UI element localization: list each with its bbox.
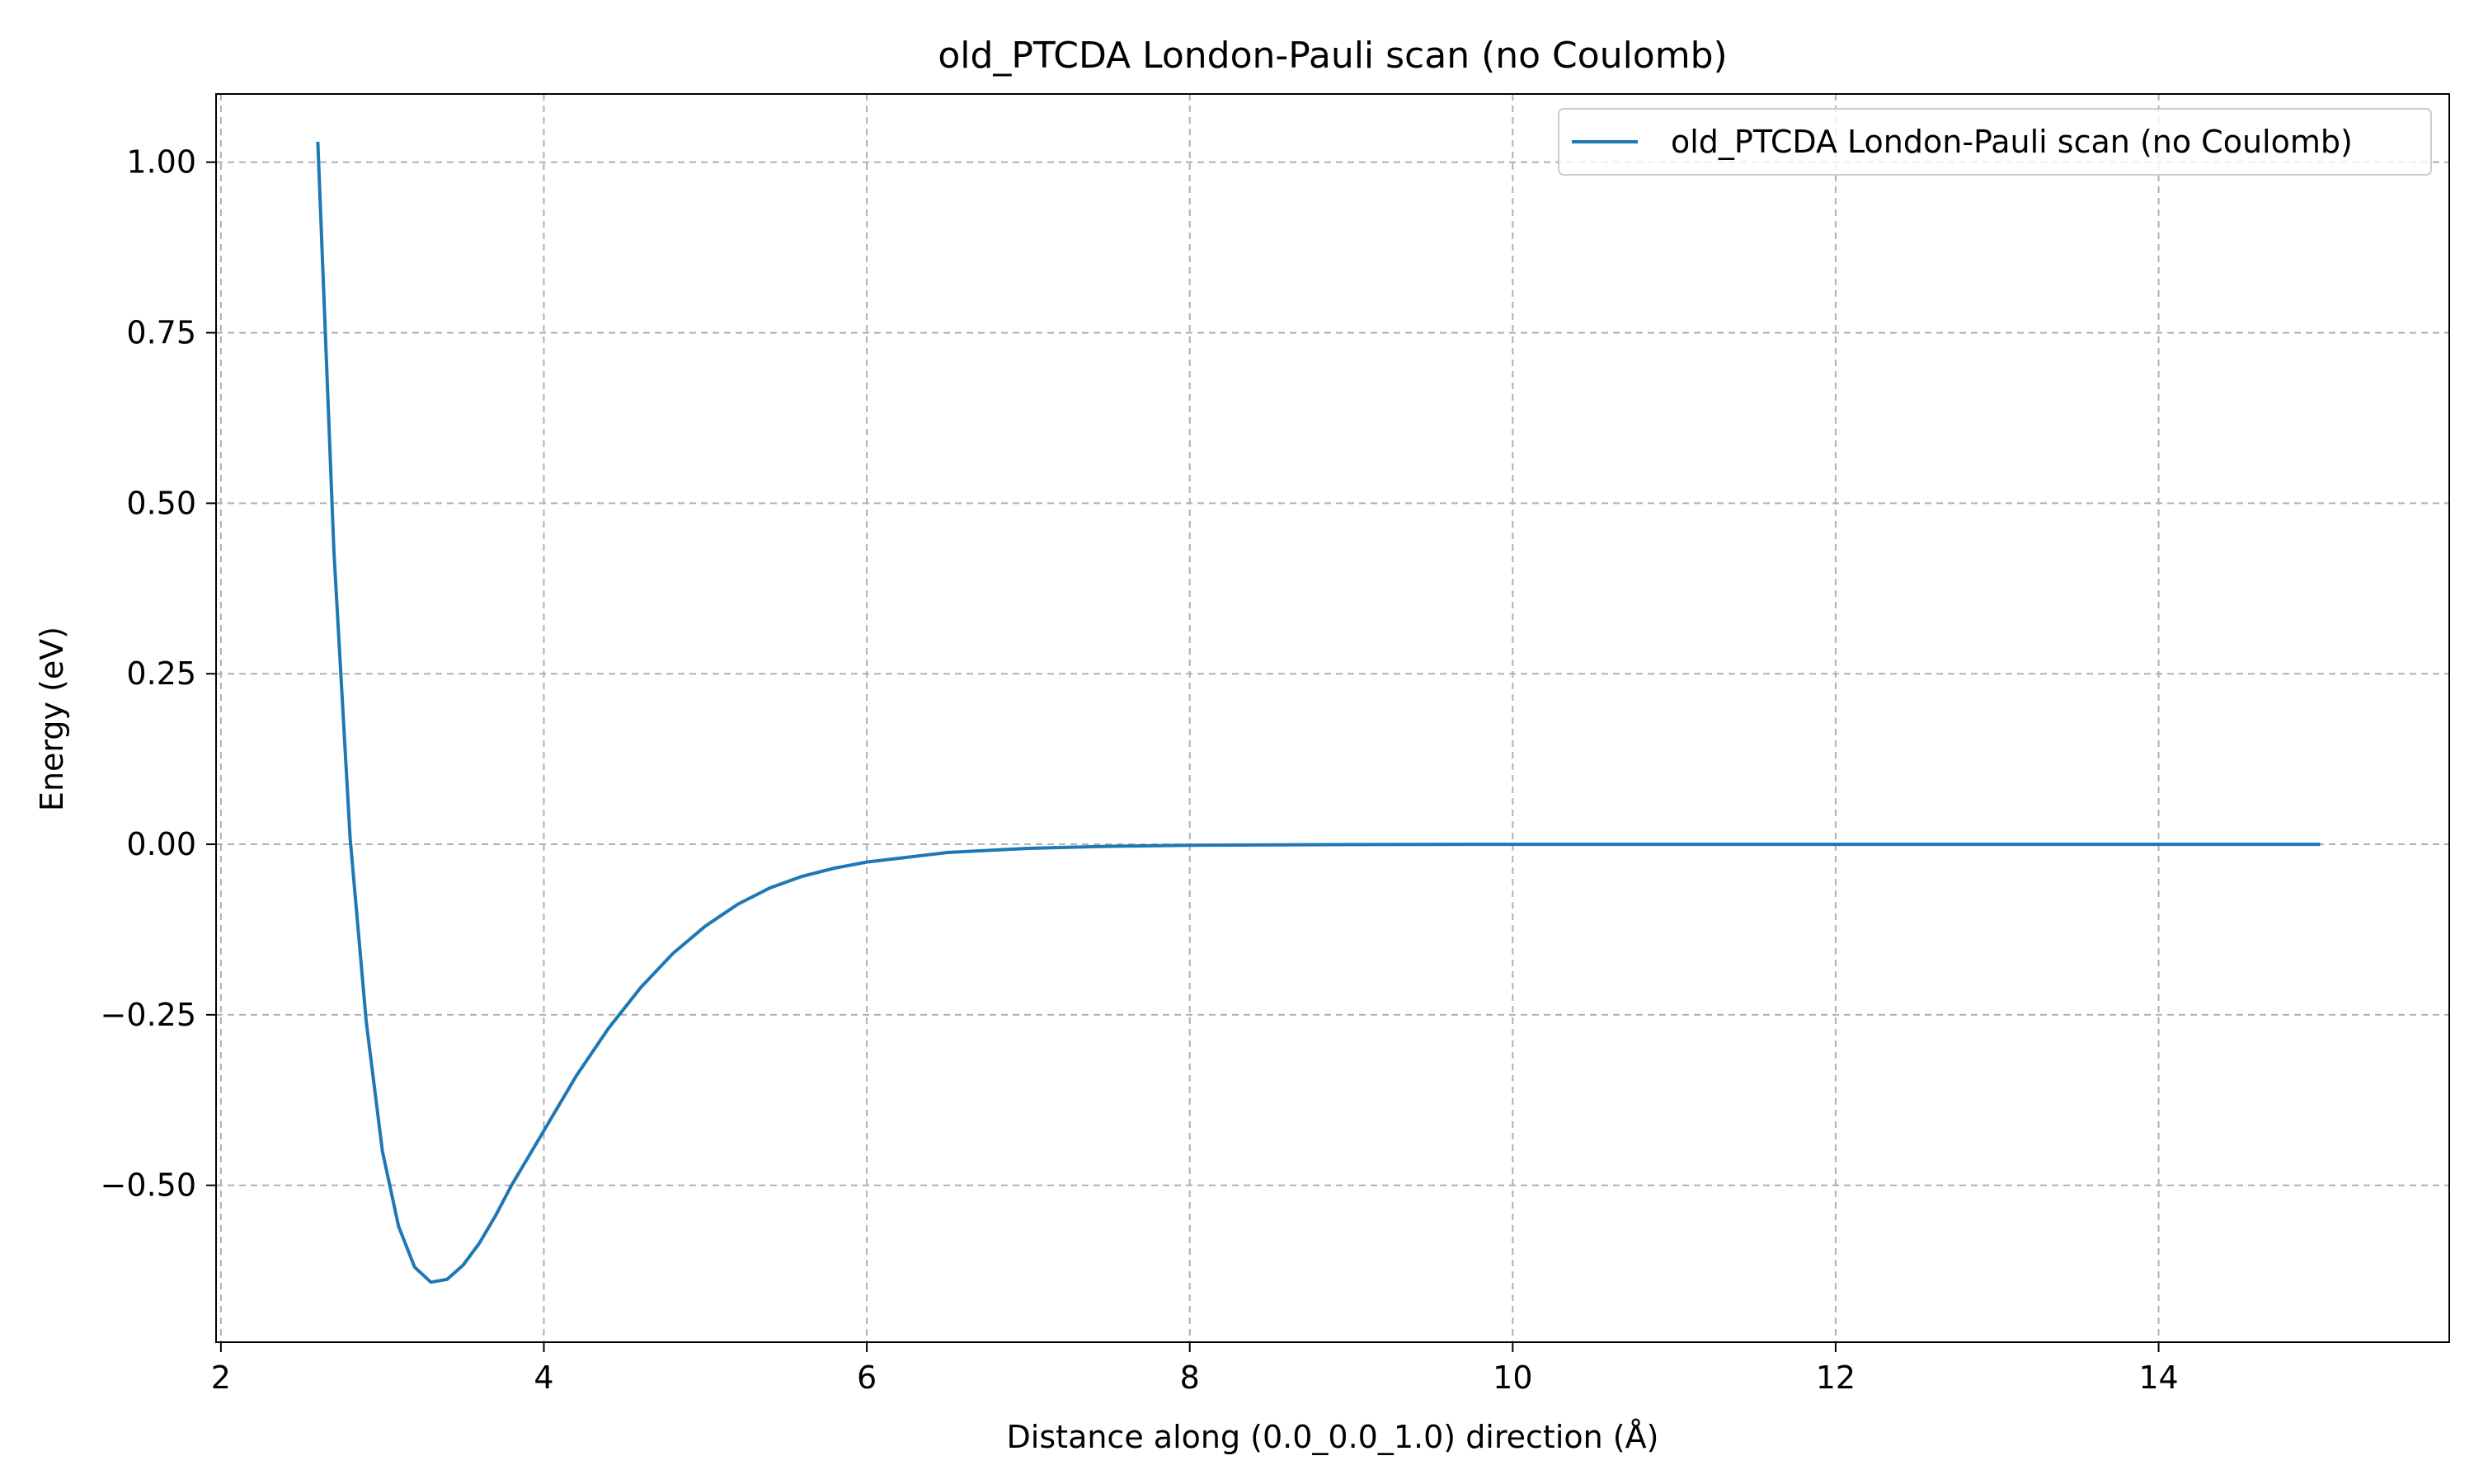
x-tick-label: 4 — [534, 1360, 553, 1396]
x-tick-label: 2 — [211, 1360, 231, 1396]
legend-entry-label: old_PTCDA London-Pauli scan (no Coulomb) — [1671, 124, 2353, 160]
x-tick-label: 10 — [1493, 1360, 1532, 1396]
x-tick-label: 12 — [1816, 1360, 1856, 1396]
plot-lines — [316, 141, 2321, 1284]
axis-ticks: 2 4 6 8 10 12 14 −0.50 −0.25 0.00 0.25 0.50 0.75 1.00 — [101, 144, 2179, 1396]
y-tick-label: 0.75 — [126, 315, 196, 351]
x-axis-label: Distance along (0.0_0.0_1.0) direction (… — [1007, 1419, 1659, 1455]
y-tick-label: 0.00 — [126, 826, 196, 862]
x-tick-label: 8 — [1180, 1360, 1200, 1396]
plot-frame — [215, 93, 2450, 1343]
y-tick-label: 1.00 — [126, 144, 196, 181]
y-tick-label: −0.25 — [101, 997, 196, 1033]
x-tick-label: 6 — [857, 1360, 877, 1396]
y-tick-label: 0.25 — [126, 655, 196, 692]
legend: old_PTCDA London-Pauli scan (no Coulomb) — [1558, 108, 2432, 176]
legend-box — [1558, 108, 2432, 176]
y-tick-label: 0.50 — [126, 485, 196, 521]
y-tick-label: −0.50 — [101, 1167, 196, 1204]
series-line-0 — [316, 141, 2321, 1284]
x-tick-label: 14 — [2138, 1360, 2178, 1396]
y-axis-label: Energy (eV) — [34, 627, 70, 811]
chart-title: old_PTCDA London-Pauli scan (no Coulomb) — [938, 35, 1727, 77]
